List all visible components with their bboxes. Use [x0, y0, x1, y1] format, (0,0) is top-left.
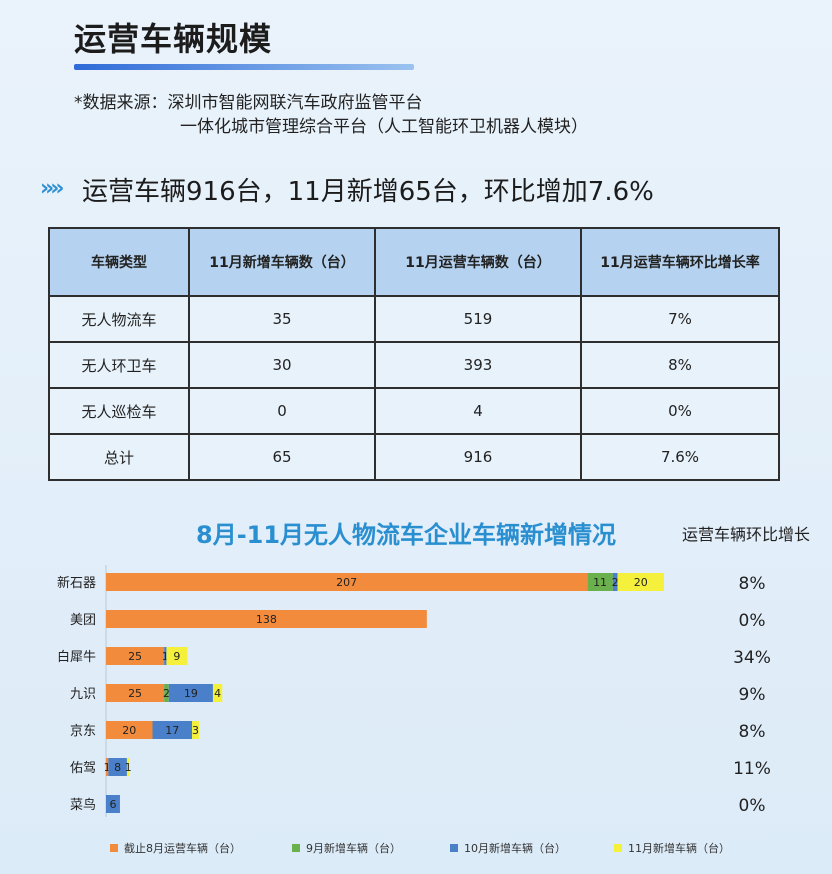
table-cell: 30	[188, 341, 376, 389]
bar-segment	[106, 610, 427, 628]
bar-segment	[587, 573, 613, 591]
category-label: 美团	[70, 613, 96, 628]
table-cell: 4	[374, 387, 582, 435]
bar-segment	[168, 684, 213, 702]
category-label: 佑驾	[70, 761, 96, 776]
data-label: 2	[612, 576, 619, 589]
table-cell: 无人物流车	[48, 295, 190, 343]
table-cell: 0%	[580, 387, 780, 435]
legend-label: 10月新增车辆（台）	[464, 841, 566, 855]
bar-segment	[106, 758, 109, 776]
table-cell: 393	[374, 341, 582, 389]
data-label: 25	[128, 650, 142, 663]
table-cell: 519	[374, 295, 582, 343]
growth-value: 8%	[739, 574, 766, 594]
bar-segment	[106, 795, 120, 813]
growth-value: 0%	[739, 611, 766, 631]
bar-segment	[126, 758, 130, 776]
data-label: 19	[184, 687, 198, 700]
bar-segment	[212, 684, 223, 702]
data-label: 1	[162, 650, 169, 663]
table-total-row: 总计 65 916 7.6%	[48, 433, 780, 481]
growth-value: 34%	[733, 648, 771, 668]
bar-segment	[164, 684, 169, 702]
bar-segment	[106, 573, 588, 591]
legend-swatch	[110, 844, 118, 852]
headline-summary: 运营车辆916台，11月新增65台，环比增加7.6%	[82, 177, 654, 207]
table-cell: 7.6%	[580, 433, 780, 481]
data-label: 25	[128, 687, 142, 700]
legend-swatch	[292, 844, 300, 852]
vehicle-stats-table: 车辆类型 11月新增车辆数（台） 11月运营车辆数（台） 11月运营车辆环比增长…	[48, 227, 780, 481]
table-cell: 8%	[580, 341, 780, 389]
bar-segment	[164, 647, 167, 665]
table-header-cell: 11月运营车辆数（台）	[374, 227, 582, 297]
data-label: 2	[163, 687, 170, 700]
table-cell: 总计	[48, 433, 190, 481]
title-underline	[74, 64, 414, 70]
bar-segment	[192, 721, 199, 739]
legend-label: 11月新增车辆（台）	[628, 841, 730, 855]
table-row: 无人环卫车 30 393 8%	[48, 341, 780, 389]
table-header-cell: 11月新增车辆数（台）	[188, 227, 376, 297]
bar-segment	[106, 721, 153, 739]
bar-segment	[617, 573, 664, 591]
bar-segment	[166, 647, 188, 665]
data-label: 138	[256, 613, 277, 626]
chart-title: 8月-11月无人物流车企业车辆新增情况	[196, 521, 617, 549]
table-cell: 65	[188, 433, 376, 481]
page-title: 运营车辆规模	[74, 20, 273, 58]
growth-column-header: 运营车辆环比增长	[682, 525, 811, 544]
table-cell: 无人巡检车	[48, 387, 190, 435]
data-label: 1	[104, 761, 111, 774]
category-label: 菜鸟	[70, 797, 96, 813]
table-row: 无人巡检车 0 4 0%	[48, 387, 780, 435]
table-cell: 7%	[580, 295, 780, 343]
table-cell: 35	[188, 295, 376, 343]
bar-segment	[152, 721, 193, 739]
legend-label: 截止8月运营车辆（台）	[124, 841, 241, 855]
data-label: 207	[336, 576, 357, 589]
data-source-line-1: *数据来源：深圳市智能网联汽车政府监管平台	[74, 93, 423, 113]
bar-segment	[106, 647, 165, 665]
data-source-line-2: 一体化城市管理综合平台（人工智能环卫机器人模块）	[180, 117, 588, 137]
stacked-bar-chart: 新石器 207 11 2 20 8%美团 138 0%白犀牛 25 1 9 34%九识 25 2 19 4 9%…	[57, 565, 771, 855]
table-header-cell: 11月运营车辆环比增长率	[580, 227, 780, 297]
table-cell: 916	[374, 433, 582, 481]
data-label: 9	[173, 650, 180, 663]
growth-value: 11%	[733, 759, 771, 779]
data-label: 20	[634, 576, 648, 589]
bar-segment	[612, 573, 618, 591]
category-label: 京东	[70, 724, 96, 739]
double-chevron-icon: »»	[40, 176, 65, 201]
data-label: 3	[192, 724, 199, 737]
growth-value: 8%	[739, 722, 766, 742]
table-cell: 0	[188, 387, 376, 435]
legend-label: 9月新增车辆（台）	[306, 841, 401, 855]
category-label: 九识	[70, 687, 96, 702]
growth-value: 0%	[739, 796, 766, 816]
data-label: 17	[165, 724, 179, 737]
category-label: 白犀牛	[57, 649, 96, 665]
data-label: 11	[593, 576, 607, 589]
legend-swatch	[450, 844, 458, 852]
bar-segment	[106, 684, 165, 702]
data-label: 8	[114, 761, 121, 774]
table-cell: 无人环卫车	[48, 341, 190, 389]
data-label: 20	[122, 724, 136, 737]
data-label: 4	[214, 687, 221, 700]
table-header-cell: 车辆类型	[48, 227, 190, 297]
table-header-row: 车辆类型 11月新增车辆数（台） 11月运营车辆数（台） 11月运营车辆环比增长…	[48, 227, 780, 297]
category-label: 新石器	[57, 575, 96, 591]
bar-segment	[108, 758, 127, 776]
legend-swatch	[614, 844, 622, 852]
data-label: 6	[109, 798, 116, 811]
data-label: 1	[125, 761, 132, 774]
table-row: 无人物流车 35 519 7%	[48, 295, 780, 343]
growth-value: 9%	[739, 685, 766, 705]
